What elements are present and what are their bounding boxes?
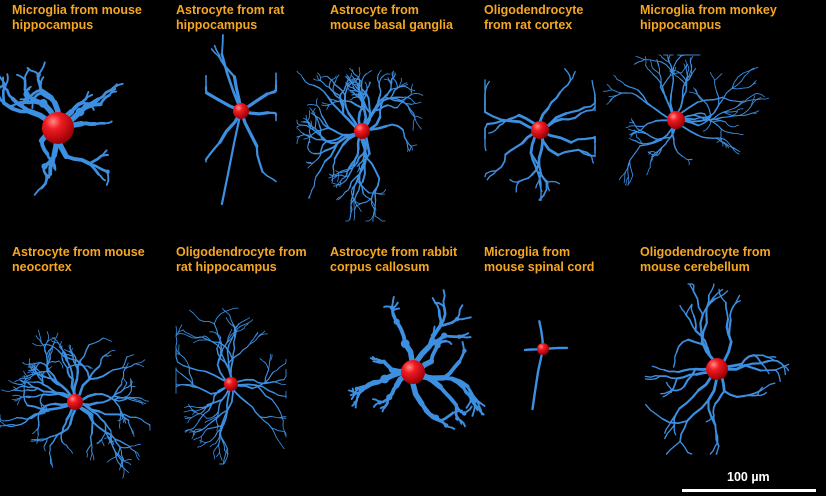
soma-5 [667, 111, 685, 129]
soma-2 [233, 103, 249, 119]
cell-3-astrocyte [296, 66, 424, 222]
panel-label-10: Oligodendrocyte from mouse cerebellum [640, 245, 771, 274]
panel-label-2: Astrocyte from rat hippocampus [176, 3, 285, 32]
cell-9-microglia [523, 320, 569, 411]
panel-label-4: Oligodendrocyte from rat cortex [484, 3, 584, 32]
cell-4-oligodendrocyte [483, 68, 596, 201]
soma-1 [42, 112, 74, 144]
soma-10 [706, 358, 728, 380]
panel-label-3: Astrocyte from mouse basal ganglia [330, 3, 453, 32]
scale-bar-label: 100 µm [727, 470, 770, 484]
soma-7 [224, 377, 238, 391]
soma-6 [67, 394, 83, 410]
scale-bar [682, 489, 816, 492]
cell-5-microglia [603, 54, 769, 186]
panel-label-8: Astrocyte from rabbit corpus callosum [330, 245, 458, 274]
cell-2-astrocyte [204, 34, 278, 206]
soma-8 [401, 360, 425, 384]
panel-label-6: Astrocyte from mouse neocortex [12, 245, 145, 274]
cell-8-astrocyte [348, 289, 486, 430]
soma-9 [537, 343, 549, 355]
soma-3 [354, 123, 370, 139]
panel-label-7: Oligodendrocyte from rat hippocampus [176, 245, 307, 274]
soma-4 [531, 121, 549, 139]
panel-label-9: Microglia from mouse spinal cord [484, 245, 595, 274]
panel-label-5: Microglia from monkey hippocampus [640, 3, 777, 32]
panel-label-1: Microglia from mouse hippocampus [12, 3, 142, 32]
